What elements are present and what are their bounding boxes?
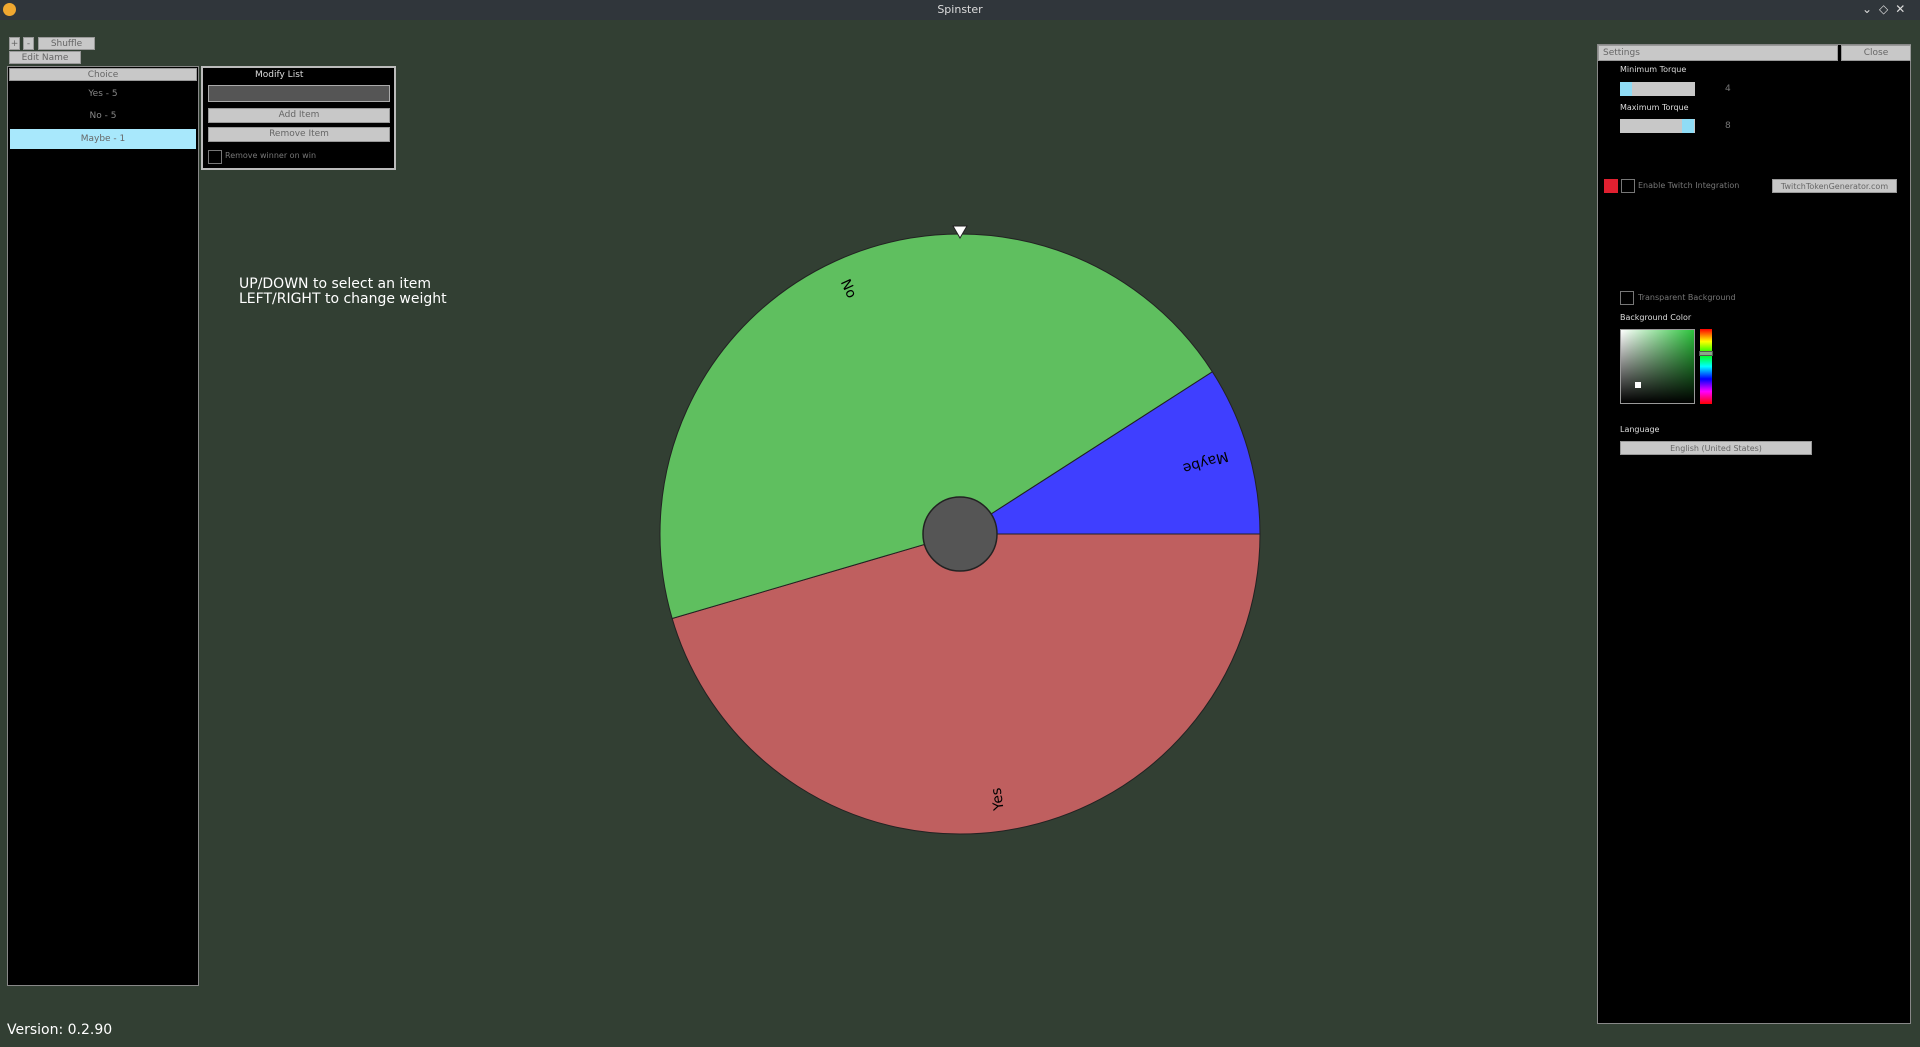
wheel-hub: [922, 496, 998, 572]
window-title: Spinster: [937, 3, 983, 16]
checkbox[interactable]: [1621, 179, 1635, 193]
hue-cursor: [1699, 351, 1713, 356]
checkbox[interactable]: [208, 150, 222, 164]
list-item[interactable]: Maybe - 1: [10, 129, 196, 149]
instruction: LEFT/RIGHT to change weight: [239, 291, 447, 307]
item-input[interactable]: [208, 85, 390, 102]
picker-cursor: [1635, 382, 1641, 388]
label: Language: [1620, 425, 1660, 434]
slice-label: Yes: [989, 787, 1008, 813]
modify-list-panel: Modify List Add Item Remove Item Remove …: [201, 66, 396, 170]
settings-tab[interactable]: Settings: [1598, 45, 1838, 61]
remove-button[interactable]: -: [23, 37, 34, 50]
title-bar: Spinster ⌄◇✕: [0, 0, 1920, 20]
app-icon: [3, 3, 16, 16]
list-item[interactable]: Yes - 5: [88, 89, 118, 99]
link-button[interactable]: TwitchTokenGenerator.com: [1772, 179, 1897, 193]
checkbox-label: Transparent Background: [1638, 293, 1736, 302]
list-item[interactable]: No - 5: [89, 111, 117, 121]
shuffle-button[interactable]: Shuffle: [38, 37, 95, 50]
settings-panel: Settings Close Minimum Torque 4 Maximum …: [1597, 44, 1911, 1024]
item-list: Choice Yes - 5 No - 5 Maybe - 1: [7, 66, 199, 986]
list-dropdown[interactable]: Choice: [9, 68, 197, 81]
language-dropdown[interactable]: English (United States): [1620, 441, 1812, 455]
add-item-button[interactable]: Add Item: [208, 108, 390, 123]
slider-value: 8: [1725, 121, 1731, 131]
label: Minimum Torque: [1620, 65, 1687, 74]
wheel-slice: [958, 371, 1261, 535]
checkbox-label: Remove winner on win: [225, 151, 317, 160]
add-button[interactable]: +: [9, 37, 20, 50]
hue-slider[interactable]: [1699, 329, 1713, 404]
edit-name-button[interactable]: Edit Name: [9, 51, 81, 64]
close-button[interactable]: Close: [1841, 45, 1911, 61]
label: Maximum Torque: [1620, 103, 1689, 112]
window-controls[interactable]: ⌄◇✕: [1862, 2, 1913, 16]
slice-label: No: [837, 277, 859, 301]
slider-fill: [1620, 82, 1632, 96]
wheel-slice: [671, 533, 1261, 835]
slider[interactable]: [1620, 82, 1695, 96]
slider[interactable]: [1620, 119, 1695, 133]
twitch-color[interactable]: [1604, 179, 1618, 193]
wheel-slice: [659, 233, 1214, 620]
slider-value: 4: [1725, 84, 1731, 94]
remove-item-button[interactable]: Remove Item: [208, 127, 390, 142]
slider-fill: [1682, 119, 1694, 133]
version: Version: 0.2.90: [7, 1022, 113, 1038]
instruction: UP/DOWN to select an item: [239, 276, 432, 292]
color-picker[interactable]: [1620, 329, 1695, 404]
checkbox-label: Enable Twitch Integration: [1638, 181, 1740, 190]
pointer: [952, 225, 968, 239]
panel-title: Modify List: [255, 70, 304, 80]
checkbox[interactable]: [1620, 291, 1634, 305]
label: Background Color: [1620, 313, 1692, 322]
